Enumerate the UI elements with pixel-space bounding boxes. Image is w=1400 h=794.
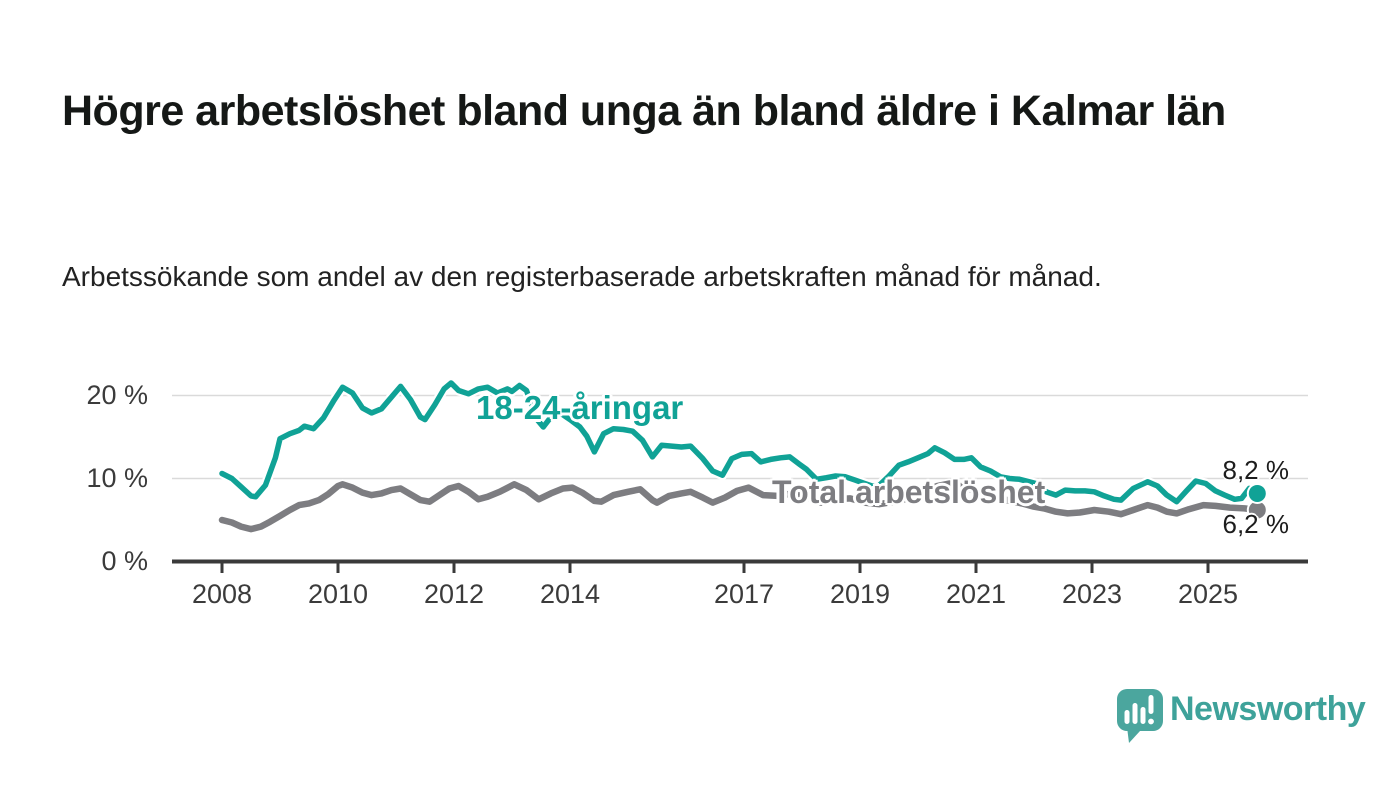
x-axis-label: 2014 — [539, 579, 601, 609]
end-value-label-young: 8,2 % — [1222, 455, 1290, 485]
end-dot-young — [1246, 482, 1268, 504]
x-axis-label: 2008 — [191, 579, 253, 609]
x-axis-label: 2017 — [713, 579, 775, 609]
chart-title: Högre arbetslöshet bland unga än bland ä… — [62, 86, 1226, 135]
series-label-total: Total arbetslöshet — [772, 474, 1046, 510]
series-line-total — [218, 480, 1261, 533]
x-axis-label: 2021 — [945, 579, 1007, 609]
x-axis-label: 2010 — [307, 579, 369, 609]
y-axis-label: 20 % — [86, 380, 148, 410]
newsworthy-logo: Newsworthy — [1114, 686, 1366, 746]
x-axis-label: 2025 — [1177, 579, 1239, 609]
series-label-young: 18-24-åringar — [476, 389, 684, 426]
series-line-young — [219, 380, 1261, 505]
x-axis-label: 2023 — [1061, 579, 1123, 609]
y-axis-label: 10 % — [86, 463, 148, 493]
y-axis-label: 0 % — [101, 546, 148, 576]
bar-chart-speech-bubble-icon — [1117, 689, 1163, 743]
x-axis-label: 2012 — [423, 579, 485, 609]
x-axis-label: 2019 — [829, 579, 891, 609]
chart-subtitle: Arbetssökande som andel av den registerb… — [62, 261, 1102, 292]
newsworthy-wordmark: Newsworthy — [1170, 690, 1366, 728]
series-halo — [217, 378, 1263, 507]
end-value-label-total: 6,2 % — [1222, 509, 1290, 539]
